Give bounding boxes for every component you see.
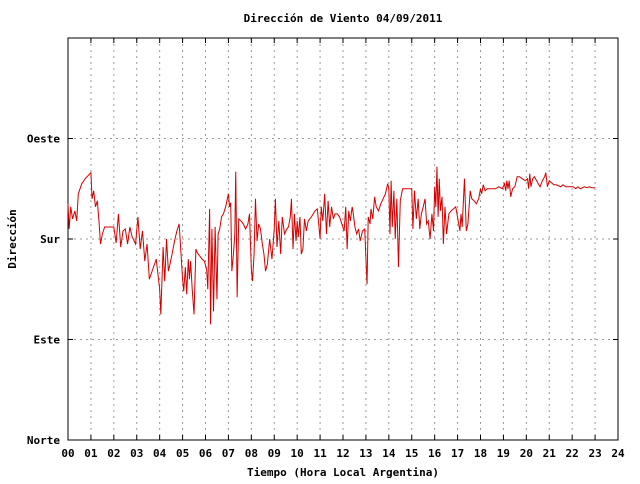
x-tick-label: 05 (176, 447, 189, 460)
x-tick-label: 15 (405, 447, 418, 460)
grid-layer (68, 38, 618, 440)
y-axis-label: Dirección (6, 209, 19, 269)
tick-layer: 00 01 02 03 04 05 06 07 08 09 10 11 12 13 14 15 16 17 18 19… (27, 38, 625, 460)
series-layer (67, 166, 596, 325)
x-tick-label: 18 (474, 447, 487, 460)
x-tick-label: 01 (84, 447, 98, 460)
x-tick-label: 11 (313, 447, 327, 460)
x-tick-label: 22 (566, 447, 579, 460)
x-tick-label: 12 (336, 447, 349, 460)
y-tick-label: Norte (27, 434, 60, 447)
x-tick-label: 08 (245, 447, 258, 460)
x-tick-label: 17 (451, 447, 464, 460)
plot-frame (67, 37, 619, 441)
y-tick-label: Oeste (27, 133, 60, 146)
x-tick-label: 07 (222, 447, 235, 460)
x-tick-label: 24 (611, 447, 625, 460)
x-tick-label: 14 (382, 447, 396, 460)
x-tick-label: 04 (153, 447, 167, 460)
series-line-1 (67, 166, 596, 325)
x-tick-label: 10 (291, 447, 304, 460)
x-tick-label: 06 (199, 447, 213, 460)
y-tick-label: Este (34, 334, 61, 347)
x-tick-label: 02 (107, 447, 120, 460)
x-tick-label: 00 (61, 447, 74, 460)
x-tick-label: 03 (130, 447, 143, 460)
x-tick-label: 16 (428, 447, 442, 460)
y-tick-label: Sur (40, 233, 60, 246)
x-tick-label: 09 (268, 447, 281, 460)
x-tick-label: 23 (588, 447, 601, 460)
chart-title: Dirección de Viento 04/09/2011 (244, 12, 443, 25)
x-tick-label: 20 (520, 447, 533, 460)
x-tick-label: 21 (543, 447, 557, 460)
x-tick-label: 19 (497, 447, 510, 460)
x-axis-label: Tiempo (Hora Local Argentina) (247, 466, 439, 479)
x-tick-label: 13 (359, 447, 372, 460)
